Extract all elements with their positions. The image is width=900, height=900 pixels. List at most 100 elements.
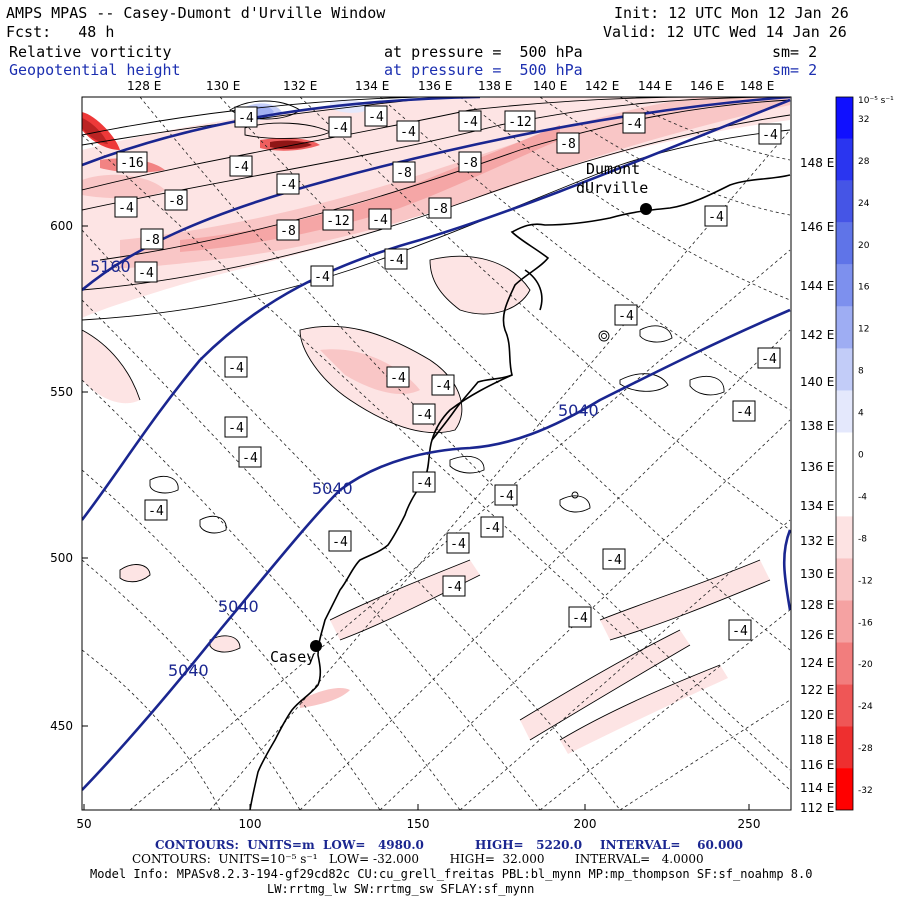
- colorbar-segment: [836, 348, 853, 391]
- footer-height-interval: INTERVAL= 60.000: [600, 838, 744, 852]
- right-lon-label: 136 E: [800, 460, 834, 474]
- vorticity-value-label: -4: [431, 374, 455, 396]
- svg-text:-12: -12: [508, 115, 531, 130]
- x-axis-ticks: 50 100 150 200 250: [76, 804, 760, 831]
- height-label-5040-b: 5040: [218, 597, 259, 616]
- right-lon-label: 114 E: [800, 781, 834, 795]
- svg-text:-4: -4: [416, 476, 432, 491]
- svg-text:-4: -4: [368, 110, 384, 125]
- colorbar-label: -28: [858, 744, 873, 754]
- svg-text:-8: -8: [462, 156, 478, 171]
- right-lon-label: 118 E: [800, 733, 834, 747]
- svg-text:-4: -4: [138, 266, 154, 281]
- svg-text:-4: -4: [372, 213, 388, 228]
- vorticity-value-label: -12: [504, 110, 536, 132]
- vorticity-value-label: -4: [412, 403, 436, 425]
- svg-text:-8: -8: [144, 233, 160, 248]
- top-lon-label: 146 E: [690, 79, 724, 93]
- vorticity-value-label: -4: [602, 548, 626, 570]
- top-lon-label: 142 E: [585, 79, 619, 93]
- x-tick-label: 50: [76, 817, 91, 831]
- svg-text:-4: -4: [242, 451, 258, 466]
- colorbar-segment: [836, 558, 853, 601]
- vorticity-value-label: -4: [114, 196, 138, 218]
- colorbar-segment: [836, 97, 853, 139]
- svg-text:-4: -4: [228, 421, 244, 436]
- footer-model-info-2: LW:rrtmg_lw SW:rrtmg_sw SFLAY:sf_mynn: [267, 882, 535, 896]
- svg-text:-4: -4: [606, 553, 622, 568]
- vorticity-value-label: -4: [458, 110, 482, 132]
- vorticity-value-label: -4: [622, 112, 646, 134]
- field-vorticity-name: Relative vorticity: [9, 43, 172, 61]
- vorticity-value-label: -16: [116, 151, 148, 173]
- vorticity-value-label: -4: [396, 120, 420, 142]
- vorticity-value-label: -4: [368, 208, 392, 230]
- vorticity-value-label: -4: [412, 471, 436, 493]
- colorbar-label: -12: [858, 576, 873, 586]
- field-vorticity-smooth: sm= 2: [772, 43, 818, 61]
- svg-text:-4: -4: [450, 537, 466, 552]
- y-tick-label: 550: [50, 385, 73, 399]
- colorbar-label: 0: [858, 451, 864, 461]
- right-lon-label: 116 E: [800, 758, 834, 772]
- footer-model-info: Model Info: MPASv8.2.3-194-gf29cd82c CU:…: [90, 867, 813, 881]
- colorbar-segment: [836, 474, 853, 517]
- right-lon-label: 130 E: [800, 567, 834, 581]
- colorbar-segment: [836, 768, 853, 810]
- svg-text:-4: -4: [118, 201, 134, 216]
- vorticity-value-label: -4: [732, 400, 756, 422]
- colorbar-label: -32: [858, 786, 873, 796]
- right-lon-label: 122 E: [800, 683, 834, 697]
- vorticity-value-label: -4: [234, 106, 258, 128]
- top-lon-label: 134 E: [355, 79, 389, 93]
- colorbar-segment: [836, 726, 853, 769]
- colorbar-label: 32: [858, 115, 869, 125]
- right-lon-label: 148 E: [800, 156, 834, 170]
- x-tick-label: 150: [407, 817, 430, 831]
- field-vorticity-level: at pressure = 500 hPa: [384, 43, 583, 61]
- svg-text:-4: -4: [314, 270, 330, 285]
- top-lon-label: 132 E: [283, 79, 317, 93]
- svg-text:-8: -8: [560, 137, 576, 152]
- init-time: Init: 12 UTC Mon 12 Jan 26: [614, 4, 849, 22]
- y-tick-label: 500: [50, 551, 73, 565]
- vorticity-value-label: -8: [428, 197, 452, 219]
- vorticity-value-label: -4: [144, 499, 168, 521]
- station-label-durville: dUrville: [576, 179, 648, 197]
- map-title: AMPS MPAS -- Casey-Dumont d'Urville Wind…: [6, 4, 386, 22]
- colorbar-segment: [836, 306, 853, 349]
- map-frame: [81, 96, 792, 811]
- svg-text:-4: -4: [572, 611, 588, 626]
- right-lon-label: 140 E: [800, 375, 834, 389]
- svg-text:-8: -8: [168, 194, 184, 209]
- svg-text:-8: -8: [432, 202, 448, 217]
- vorticity-value-label: -4: [328, 530, 352, 552]
- top-lon-label: 140 E: [533, 79, 567, 93]
- svg-text:-4: -4: [736, 405, 752, 420]
- svg-text:-4: -4: [484, 521, 500, 536]
- colorbar-label: 24: [858, 199, 870, 209]
- footer-vorticity-contours: CONTOURS: UNITS=10⁻⁵ s⁻¹ LOW= -32.000 HI…: [132, 852, 704, 866]
- svg-text:-4: -4: [388, 253, 404, 268]
- vorticity-value-label: -8: [392, 161, 416, 183]
- colorbar-label: 16: [858, 283, 870, 293]
- y-axis-ticks: 600 550 500 450: [50, 219, 88, 733]
- footer-height-contours: CONTOURS: UNITS=m LOW= 4980.0: [155, 838, 424, 852]
- vorticity-value-label: -4: [134, 261, 158, 283]
- field-height-smooth: sm= 2: [772, 61, 818, 79]
- vorticity-labels: -4 -4 -4 -4 -4 -4 -4 -8 -8 -8 -8 -8 -8 -8 -12 -12 -16 -4 -…: [114, 105, 782, 641]
- colorbar-segment: [836, 600, 853, 643]
- vorticity-value-label: -8: [458, 151, 482, 173]
- svg-text:-4: -4: [462, 115, 478, 130]
- top-longitude-labels: 128 E 130 E 132 E 134 E 136 E 138 E 140 E 142 E…: [127, 79, 774, 93]
- right-lon-label: 128 E: [800, 598, 834, 612]
- svg-text:-4: -4: [498, 489, 514, 504]
- colorbar-label: -16: [858, 618, 873, 628]
- valid-time: Valid: 12 UTC Wed 14 Jan 26: [603, 23, 847, 41]
- station-label-casey: Casey: [270, 648, 315, 666]
- vorticity-value-label: -4: [704, 205, 728, 227]
- svg-text:-4: -4: [732, 624, 748, 639]
- svg-text:-4: -4: [761, 352, 777, 367]
- right-longitude-labels: 148 E 146 E 144 E 142 E 140 E 138 E 136 E 134 E…: [800, 156, 834, 815]
- svg-text:-12: -12: [326, 214, 349, 229]
